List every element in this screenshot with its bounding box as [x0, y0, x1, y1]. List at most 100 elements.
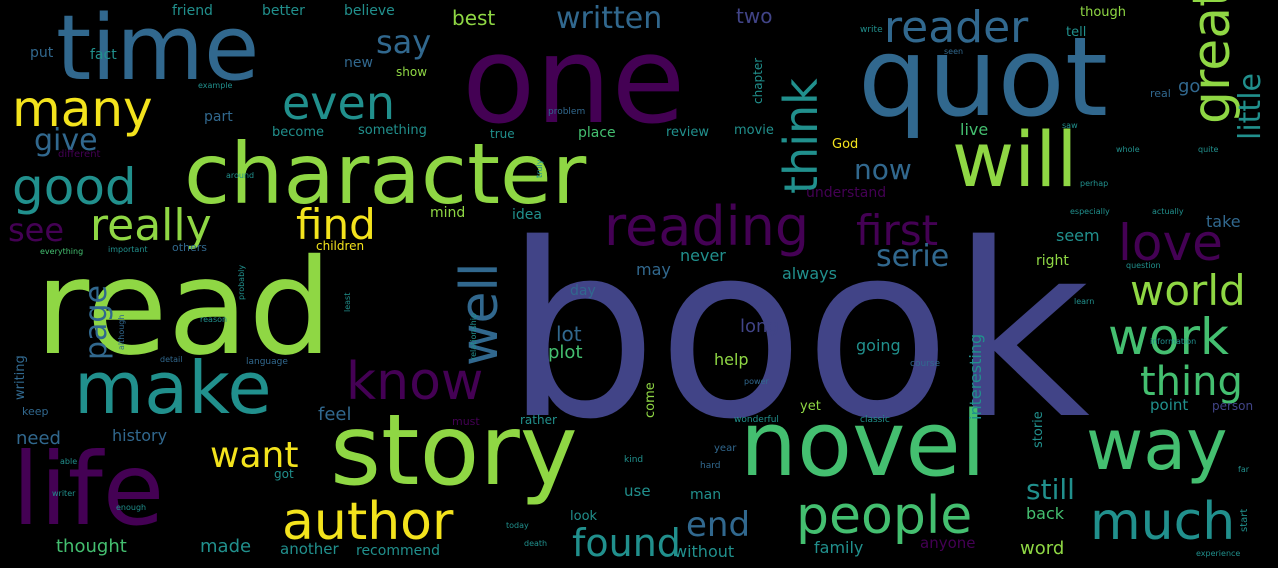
word-everything: everything	[40, 247, 84, 256]
word-become: become	[272, 125, 325, 140]
word-put: put	[30, 45, 54, 61]
word-chapter: chapter	[751, 57, 765, 104]
word-book: book	[505, 192, 1090, 472]
word-learn: learn	[1074, 297, 1095, 306]
word-without: without	[674, 542, 735, 561]
word-classic: classic	[860, 415, 890, 425]
word-great: great	[1182, 0, 1242, 124]
word-thought: thought	[56, 536, 127, 557]
word-friend: friend	[172, 3, 213, 19]
word-quite: quite	[1198, 145, 1219, 154]
word-live: live	[960, 120, 989, 139]
word-many: many	[12, 80, 153, 138]
word-need: need	[16, 428, 61, 449]
word-reason: reason	[200, 315, 228, 324]
word-part: part	[204, 109, 233, 125]
word-long: long	[740, 316, 779, 337]
word-today: today	[506, 521, 529, 530]
word-problem: problem	[548, 107, 586, 117]
word-show: show	[396, 65, 428, 79]
word-family: family	[814, 538, 864, 557]
word-back: back	[1026, 504, 1065, 523]
word-information: information	[1150, 337, 1197, 346]
word-able: able	[60, 457, 78, 466]
word-writer: writer	[52, 489, 76, 498]
word-fact: fact	[90, 47, 117, 63]
word-review: review	[666, 125, 709, 140]
word-page: page	[79, 285, 114, 360]
word-plot: plot	[548, 342, 583, 363]
word-good: good	[12, 158, 137, 216]
word-language: language	[246, 357, 288, 367]
word-must: must	[452, 415, 480, 428]
word-although: although	[117, 314, 126, 350]
word-relationship: relationship	[469, 312, 478, 360]
word-tell: tell	[1066, 25, 1087, 40]
word-give: give	[34, 123, 98, 158]
word-reading: reading	[604, 195, 810, 258]
word-made: made	[200, 536, 252, 557]
word-even: even	[282, 76, 395, 130]
word-going: going	[856, 336, 901, 355]
word-story: story	[330, 394, 578, 508]
word-others: others	[172, 241, 208, 254]
word-rather: rather	[520, 413, 557, 427]
word-take: take	[1206, 212, 1241, 231]
word-well: well	[450, 262, 510, 366]
word-writing: writing	[13, 355, 28, 400]
word-whole: whole	[1116, 145, 1140, 154]
word-read: read	[35, 231, 333, 385]
word-time: time	[56, 0, 260, 101]
word-never: never	[680, 246, 726, 265]
word-children: children	[316, 239, 365, 253]
word-important: important	[108, 245, 148, 254]
word-find: find	[296, 200, 376, 249]
word-something: something	[358, 123, 427, 138]
word-true: true	[490, 127, 515, 141]
word-got: got	[274, 467, 294, 481]
word-around: around	[226, 171, 255, 180]
word-love: love	[1118, 214, 1223, 272]
word-write: write	[860, 25, 883, 35]
word-truly: truly	[535, 159, 544, 178]
word-people: people	[796, 486, 973, 546]
word-word: word	[1020, 538, 1065, 559]
word-may: may	[636, 260, 671, 279]
word-end: end	[686, 505, 751, 545]
word-come: come	[643, 382, 658, 418]
word-will: will	[952, 115, 1078, 204]
word-real: real	[1150, 87, 1171, 100]
word-understand: understand	[806, 185, 887, 201]
word-work: work	[1108, 308, 1229, 366]
word-course: course	[910, 359, 941, 369]
word-perhap: perhap	[1080, 179, 1109, 188]
word-believe: believe	[344, 3, 395, 19]
word-see: see	[8, 211, 65, 249]
word-best: best	[452, 6, 496, 30]
word-least: least	[343, 292, 352, 312]
word-little: little	[1233, 73, 1268, 140]
word-new: new	[344, 55, 373, 71]
word-interesting: interesting	[966, 333, 985, 420]
word-point: point	[1150, 396, 1189, 414]
word-probably: probably	[237, 264, 246, 300]
word-wonderful: wonderful	[734, 415, 779, 425]
word-start: start	[1239, 508, 1250, 532]
word-idea: idea	[512, 207, 542, 223]
word-man: man	[690, 487, 722, 503]
word-two: two	[736, 4, 773, 28]
word-another: another	[280, 540, 339, 558]
word-place: place	[578, 125, 616, 141]
word-detail: detail	[160, 355, 183, 364]
word-recommend: recommend	[356, 543, 440, 559]
word-question: question	[1126, 261, 1161, 270]
word-power: power	[744, 377, 769, 386]
word-though: though	[1080, 5, 1127, 20]
word-written: written	[556, 1, 663, 36]
word-think: think	[774, 78, 828, 194]
word-year: year	[714, 443, 737, 454]
word-author: author	[282, 492, 454, 552]
word-know: know	[346, 352, 484, 412]
word-experience: experience	[1196, 549, 1241, 558]
